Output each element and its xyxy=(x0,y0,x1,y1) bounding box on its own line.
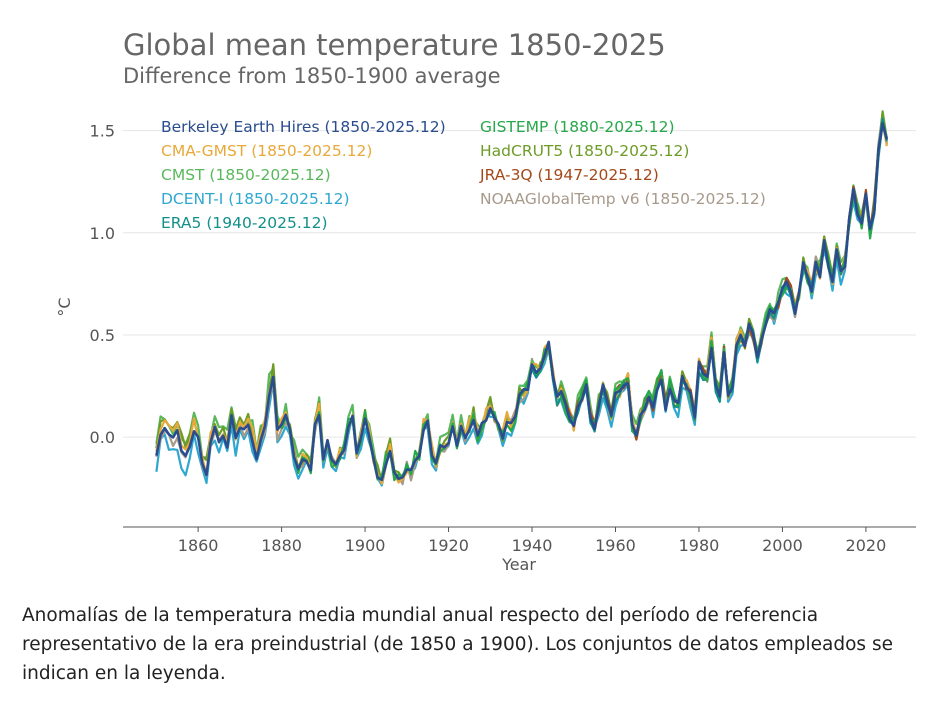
y-tick-label: 0.5 xyxy=(90,326,115,345)
x-tick-label: 2020 xyxy=(846,536,887,555)
x-tick-label: 1960 xyxy=(595,536,636,555)
chart-subtitle: Difference from 1850-1900 average xyxy=(123,64,501,88)
legend-item: NOAAGlobalTemp v6 (1850-2025.12) xyxy=(480,190,766,208)
y-tick-label: 1.0 xyxy=(90,224,115,243)
legend-item: JRA-3Q (1947-2025.12) xyxy=(479,166,659,184)
x-tick-label: 1900 xyxy=(345,536,386,555)
y-axis-label: °C xyxy=(55,297,74,316)
legend-item: CMA-GMST (1850-2025.12) xyxy=(161,142,372,160)
legend: Berkeley Earth Hires (1850-2025.12) CMA-G… xyxy=(161,118,766,232)
legend-item: Berkeley Earth Hires (1850-2025.12) xyxy=(161,118,446,136)
x-tick-label: 1920 xyxy=(428,536,469,555)
x-axis-label: Year xyxy=(501,555,536,574)
legend-item: CMST (1850-2025.12) xyxy=(161,166,331,184)
legend-item: GISTEMP (1880-2025.12) xyxy=(480,118,675,136)
legend-item: DCENT-I (1850-2025.12) xyxy=(161,190,350,208)
x-tick-label: 1980 xyxy=(679,536,720,555)
figure-caption: Anomalías de la temperatura media mundia… xyxy=(22,605,893,684)
y-axis-ticks: 0.0 0.5 1.0 1.5 xyxy=(90,122,115,447)
grid-lines xyxy=(123,130,916,438)
x-tick-label: 1940 xyxy=(512,536,553,555)
x-axis-ticks: 1860 1880 1900 1920 1940 1960 1980 2000 2020 xyxy=(178,527,887,555)
legend-item: HadCRUT5 (1850-2025.12) xyxy=(480,142,689,160)
data-series xyxy=(155,110,889,487)
y-tick-label: 1.5 xyxy=(90,122,115,141)
temperature-chart: Global mean temperature 1850-2025 Differ… xyxy=(55,28,916,574)
chart-title: Global mean temperature 1850-2025 xyxy=(123,28,666,62)
y-tick-label: 0.0 xyxy=(90,428,115,447)
series-line-berkeley xyxy=(155,122,889,482)
x-tick-label: 1860 xyxy=(178,536,219,555)
x-tick-label: 2000 xyxy=(762,536,803,555)
legend-item: ERA5 (1940-2025.12) xyxy=(161,214,328,232)
x-tick-label: 1880 xyxy=(261,536,302,555)
